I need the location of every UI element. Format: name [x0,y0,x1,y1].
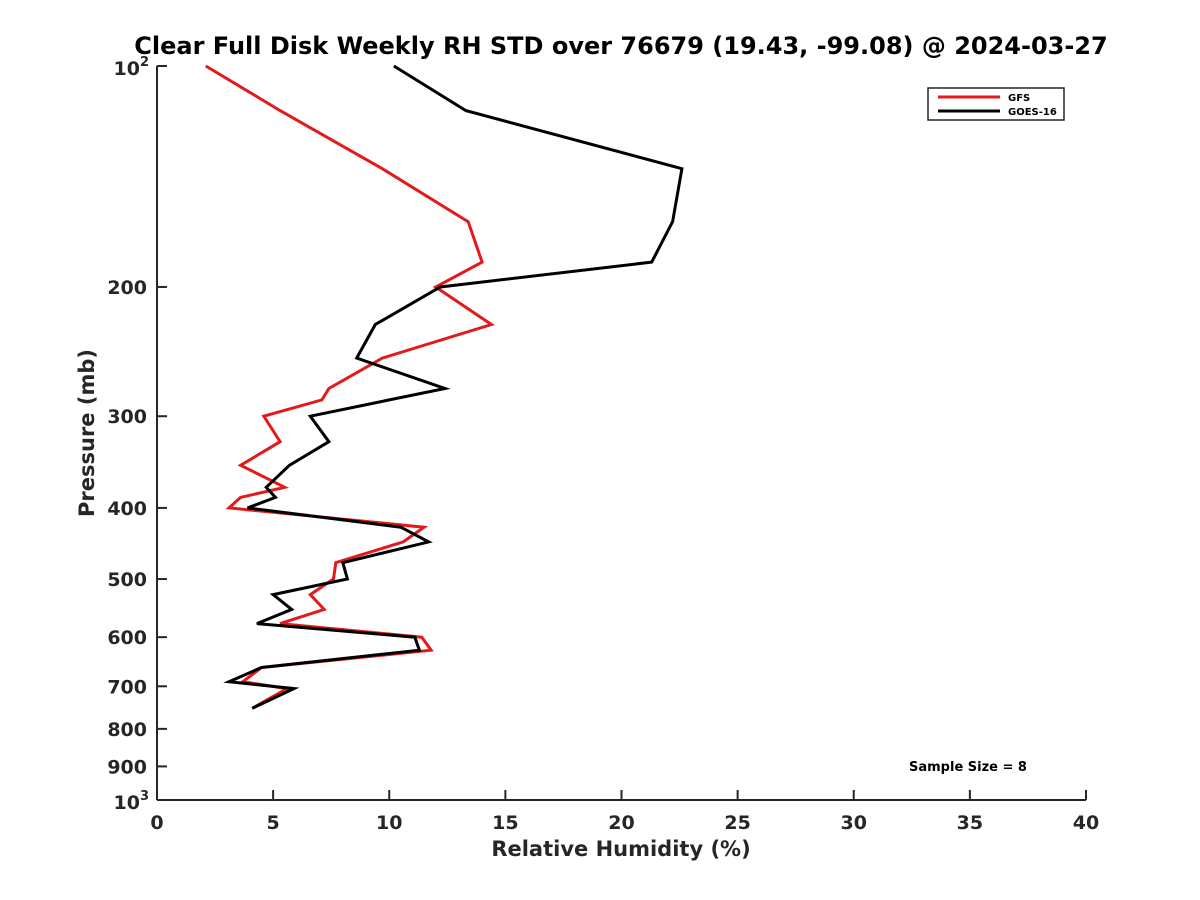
y-tick-label: 300 [107,406,147,428]
sample-size-annotation: Sample Size = 8 [909,760,1027,775]
y-tick-label: 900 [107,756,147,778]
legend-label: GOES-16 [1008,107,1057,118]
x-tick-label: 35 [957,812,983,834]
legend-label: GFS [1008,93,1030,104]
y-tick-label: 800 [107,719,147,741]
y-tick-label: 103 [114,789,150,814]
y-tick-label: 600 [107,627,147,649]
y-tick-label: 400 [107,498,147,520]
y-tick-label: 500 [107,569,147,591]
x-tick-label: 40 [1073,812,1099,834]
x-tick-label: 0 [150,812,163,834]
x-tick-label: 20 [608,812,634,834]
x-tick-label: 5 [267,812,280,834]
series-line-gfs [205,64,495,710]
x-tick-label: 10 [376,812,402,834]
legend: GFS GOES-16 [927,87,1065,121]
x-tick-label: 30 [841,812,867,834]
y-tick-label: 102 [114,55,150,80]
x-tick-label: 15 [492,812,518,834]
legend-box [927,87,1065,121]
chart-title: Clear Full Disk Weekly RH STD over 76679… [134,32,1107,60]
y-axis-label: Pressure (mb) [75,349,99,517]
plot-area [205,64,684,710]
x-tick-label: 25 [724,812,750,834]
x-axis-label: Relative Humidity (%) [491,837,750,861]
y-tick-label: 700 [107,676,147,698]
y-tick-label: 200 [107,277,147,299]
series-line-goes-16 [223,64,684,710]
axes: 0 5 10 15 20 25 30 35 40 102 200 300 400 500 600 700 800… [107,55,1099,834]
